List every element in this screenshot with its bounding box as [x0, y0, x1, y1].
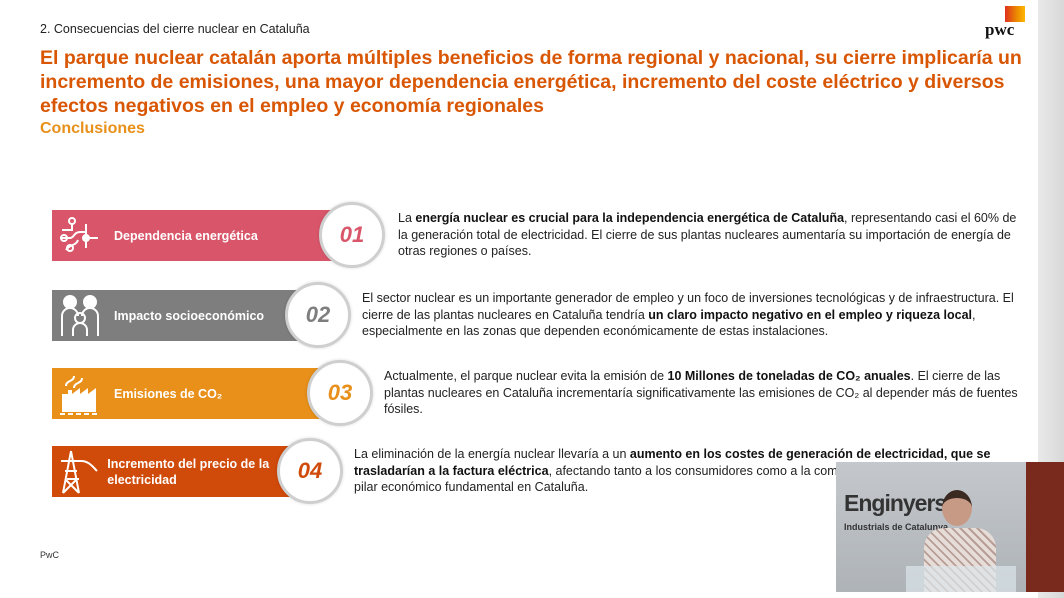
logo-text: pwc: [985, 20, 1015, 39]
description-text: El sector nuclear es un importante gener…: [362, 290, 1042, 340]
number-badge: 03: [307, 360, 373, 426]
category-label: Incremento del precio de la electricidad: [107, 456, 270, 487]
category-bar: Incremento del precio de la electricidad: [52, 446, 314, 497]
number-badge: 01: [319, 202, 385, 268]
text-segment: , representando casi el 60% de la genera…: [398, 211, 1017, 258]
text-segment: El sector nuclear es un importante gener…: [362, 291, 1014, 322]
number-badge: 04: [277, 438, 343, 504]
video-sign-sub: Industrials de Catalunya: [844, 522, 949, 532]
family-icon: [52, 290, 108, 341]
category-label: Emisiones de CO₂: [114, 386, 223, 401]
highlight-text: 10 Millones de toneladas de CO₂ anuales: [667, 369, 911, 383]
factory-icon: [52, 368, 108, 419]
category-label: Dependencia energética: [114, 228, 258, 243]
speaker-video-overlay: Enginyers Industrials de Catalunya: [836, 462, 1064, 592]
video-sign: Enginyers: [844, 490, 947, 516]
text-segment: Actualmente, el parque nuclear evita la …: [384, 369, 668, 383]
text-segment: , especialmente en las zonas que depende…: [362, 307, 976, 339]
badge-number: 01: [339, 222, 365, 247]
highlight-text: energía nuclear es crucial para la indep…: [415, 211, 845, 225]
badge-number: 04: [297, 458, 323, 483]
section-label: 2. Consecuencias del cierre nuclear en C…: [40, 22, 310, 36]
pwc-logo: pwc: [985, 6, 1030, 40]
description-text: Actualmente, el parque nuclear evita la …: [384, 368, 1034, 418]
text-segment: La eliminación de la energía nuclear lle…: [354, 447, 630, 461]
category-label: Impacto socioeconómico: [114, 308, 265, 323]
slide-subtitle: Conclusiones: [40, 120, 145, 137]
description-text: La energía nuclear es crucial para la in…: [398, 210, 1028, 260]
footer-label: PwC: [40, 550, 60, 560]
category-bar: Dependencia energética: [52, 210, 344, 261]
badge-number: 02: [305, 302, 331, 327]
slide: 2. Consecuencias del cierre nuclear en C…: [40, 6, 1042, 560]
badge-number: 03: [327, 380, 353, 405]
text-segment: La: [398, 211, 416, 225]
text-segment: . El cierre de las plantas nucleares en …: [384, 369, 1018, 416]
logo-mark-icon: [1005, 6, 1025, 22]
highlight-text: aumento en los costes de generación de e…: [354, 447, 991, 478]
highlight-text: un claro impacto negativo en el empleo y…: [648, 307, 972, 322]
category-bar: Emisiones de CO₂: [52, 368, 342, 419]
slide-title: El parque nuclear catalán aporta múltipl…: [40, 47, 1022, 117]
category-bar: Impacto socioeconómico: [52, 290, 314, 341]
power-tower-icon: [52, 446, 101, 497]
video-curtain: [1026, 462, 1064, 592]
number-badge: 02: [285, 282, 351, 348]
podium: [906, 566, 1016, 592]
circuit-icon: [52, 210, 108, 261]
